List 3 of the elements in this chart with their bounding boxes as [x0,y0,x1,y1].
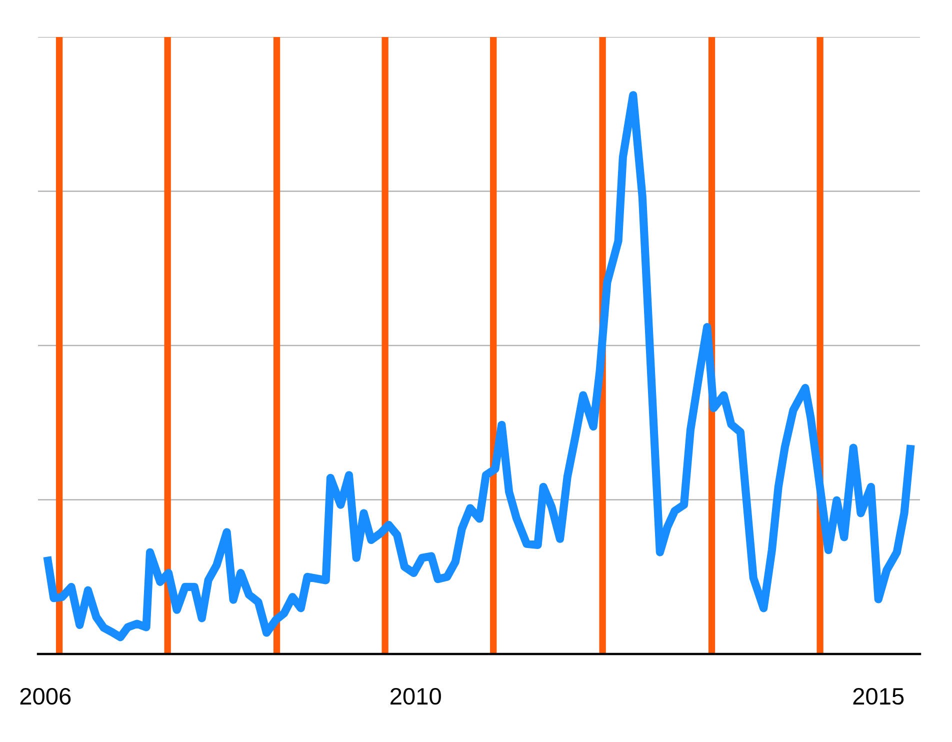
x-tick-label: 2010 [390,688,441,705]
x-tick-label: 2006 [20,688,71,705]
x-tick-label: 2015 [853,688,904,705]
